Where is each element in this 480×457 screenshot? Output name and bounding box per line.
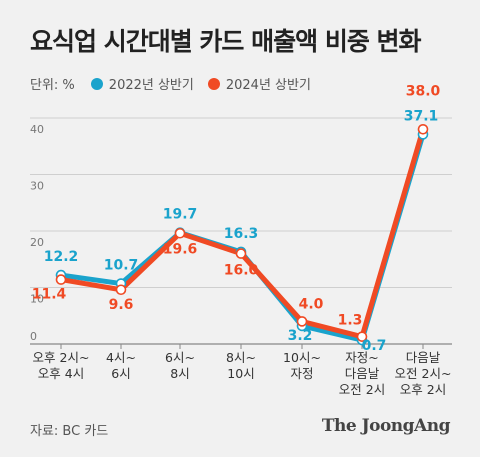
- y-tick-label: 20: [30, 236, 44, 249]
- legend: 단위: % 2022년 상반기 2024년 상반기: [30, 74, 325, 93]
- y-tick-label: 40: [30, 123, 44, 136]
- legend-dot-2022: [90, 77, 103, 90]
- data-label-2022: 16.3: [224, 226, 259, 242]
- data-point-2024: [174, 227, 186, 239]
- y-tick-label: 10: [30, 293, 44, 306]
- data-point-2024: [235, 248, 247, 259]
- x-tick-label: 자정~: [345, 350, 378, 365]
- x-tick-label: 8시~: [226, 350, 256, 365]
- legend-dot-2024: [207, 77, 220, 90]
- x-tick-label: 4시~: [106, 350, 136, 365]
- x-tick-label: 6시~: [165, 350, 195, 365]
- data-label-2022: 3.2: [288, 328, 313, 344]
- data-label-2024: 38.0: [406, 83, 441, 99]
- data-label-2024: 9.6: [109, 297, 134, 313]
- data-label-2024: 11.4: [32, 287, 67, 303]
- data-label-2024: 19.6: [163, 241, 198, 257]
- x-tick-label: 다음날: [345, 366, 380, 381]
- data-label-2022: 0.7: [362, 338, 387, 354]
- x-tick-label: 오후 4시: [38, 366, 84, 381]
- x-tick-label: 오후 2시~: [33, 350, 90, 365]
- x-tick-label: 오전 2시: [339, 382, 385, 397]
- data-label-2022: 37.1: [404, 108, 439, 124]
- data-label-2022: 19.7: [163, 207, 198, 223]
- unit-label: 단위: %: [30, 78, 75, 93]
- brand-logo: The JoongAng: [321, 416, 451, 436]
- x-tick-label: 오후 2시: [400, 382, 446, 397]
- data-point-2024: [296, 316, 308, 327]
- legend-item-2022: 2022년 상반기: [90, 74, 194, 93]
- x-tick-label: 자정: [290, 366, 313, 381]
- data-point-2024: [55, 274, 67, 285]
- source-note: 자료: BC 카드: [30, 424, 109, 439]
- data-label-2022: 12.2: [44, 249, 79, 265]
- legend-label-2024: 2024년 상반기: [225, 78, 311, 93]
- x-tick-label: 10시: [227, 366, 254, 381]
- data-point-2024: [115, 284, 127, 296]
- x-tick-label: 8시: [170, 366, 189, 381]
- x-tick-label: 10시~: [283, 350, 321, 365]
- legend-item-2024: 2024년 상반기: [207, 74, 311, 93]
- legend-label-2022: 2022년 상반기: [108, 78, 194, 93]
- data-label-2024: 16.0: [224, 263, 259, 279]
- x-tick-label: 다음날: [406, 350, 441, 365]
- data-label-2024: 4.0: [299, 296, 324, 312]
- data-point-2024: [417, 124, 429, 135]
- y-tick-label: 0: [30, 330, 37, 343]
- x-tick-label: 6시: [111, 366, 130, 381]
- x-tick-label: 오전 2시~: [395, 366, 452, 381]
- chart-title: 요식업 시간대별 카드 매출액 비중 변화: [30, 27, 422, 56]
- data-label-2022: 10.7: [104, 258, 139, 274]
- data-point-2024: [356, 331, 368, 342]
- y-tick-label: 30: [30, 180, 44, 193]
- data-label-2024: 1.3: [338, 313, 363, 329]
